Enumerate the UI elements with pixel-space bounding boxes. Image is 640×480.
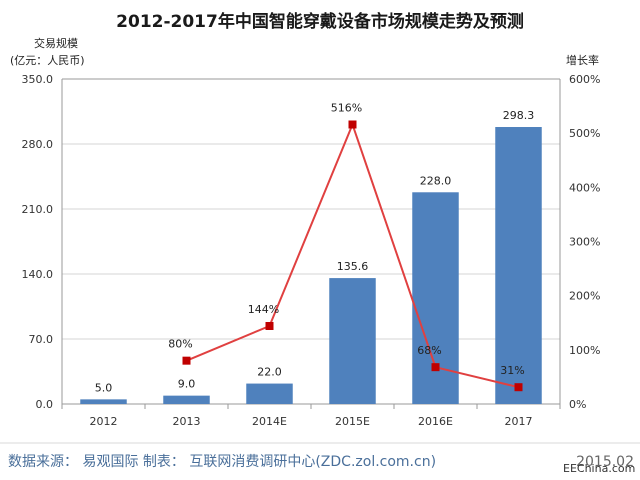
right-axis-label: 增长率 xyxy=(566,53,599,67)
growth-marker-2014E xyxy=(265,322,274,330)
right-axis-tick-label: 0% xyxy=(569,398,586,411)
growth-value-label: 68% xyxy=(417,344,441,357)
left-axis-tick-label: 140.0 xyxy=(22,268,54,281)
right-axis-tick-label: 200% xyxy=(569,290,600,303)
bar-2012 xyxy=(80,399,127,404)
left-axis-tick-label: 210.0 xyxy=(22,203,54,216)
right-axis-tick-label: 600% xyxy=(569,73,600,86)
right-axis-tick-label: 400% xyxy=(569,181,600,194)
bar-value-label: 228.0 xyxy=(420,174,452,187)
bar-2016E xyxy=(412,192,459,404)
left-axis-label-line1: 交易规模 xyxy=(34,36,78,50)
left-axis-tick-label: 350.0 xyxy=(22,73,54,86)
x-tick-label: 2016E xyxy=(418,415,453,428)
axis-ticks: 0.0 70.0 140.0 210.0 280.0 350.0 0% 100% 200% 300… xyxy=(22,73,601,428)
growth-value-label: 144% xyxy=(248,303,279,316)
growth-marker-2015E xyxy=(348,120,357,129)
right-axis-tick-label: 100% xyxy=(569,344,600,357)
x-tick-label: 2013 xyxy=(173,415,201,428)
x-tick-label: 2015E xyxy=(335,415,370,428)
plot-area xyxy=(61,78,561,409)
growth-value-label: 31% xyxy=(500,364,524,377)
growth-marker-2016E xyxy=(431,363,440,372)
x-tick-label: 2012 xyxy=(90,415,118,428)
growth-value-label: 80% xyxy=(168,338,192,351)
growth-value-label: 516% xyxy=(331,102,362,115)
left-axis-label-line2: (亿元：人民币) xyxy=(10,54,85,67)
bar-value-label: 298.3 xyxy=(503,109,535,122)
footer-date: 2015.02 xyxy=(576,454,634,470)
bar-2014E xyxy=(246,383,293,404)
left-axis-tick-label: 280.0 xyxy=(22,138,54,151)
bar-2015E xyxy=(329,278,376,404)
watermark: EEChina.com xyxy=(563,462,635,475)
left-axis-tick-label: 70.0 xyxy=(29,333,54,346)
bar-value-label: 135.6 xyxy=(337,260,369,273)
bar-value-label: 9.0 xyxy=(178,378,196,391)
growth-marker-2013 xyxy=(182,356,191,365)
left-axis-tick-label: 0.0 xyxy=(36,398,54,411)
right-axis-tick-label: 300% xyxy=(569,236,600,249)
bar-2017 xyxy=(495,127,542,404)
x-tick-label: 2014E xyxy=(252,415,287,428)
bar-value-label: 5.0 xyxy=(95,381,113,394)
chart-title: 2012-2017年中国智能穿戴设备市场规模走势及预测 xyxy=(116,11,524,32)
footer-source: 数据来源： 易观国际 制表： 互联网消费调研中心(ZDC.zol.com.cn) xyxy=(8,454,436,470)
growth-marker-2017 xyxy=(514,383,523,392)
bar-value-label: 22.0 xyxy=(257,366,282,379)
bar-series xyxy=(80,127,542,404)
x-tick-label: 2017 xyxy=(505,415,533,428)
bar-2013 xyxy=(163,395,210,404)
right-axis-tick-label: 500% xyxy=(569,127,600,140)
growth-line-series xyxy=(182,120,523,392)
data-labels: 5.0 9.0 22.0 135.6 228.0 298.3 80% 144% 516% 68% 3… xyxy=(95,102,535,395)
